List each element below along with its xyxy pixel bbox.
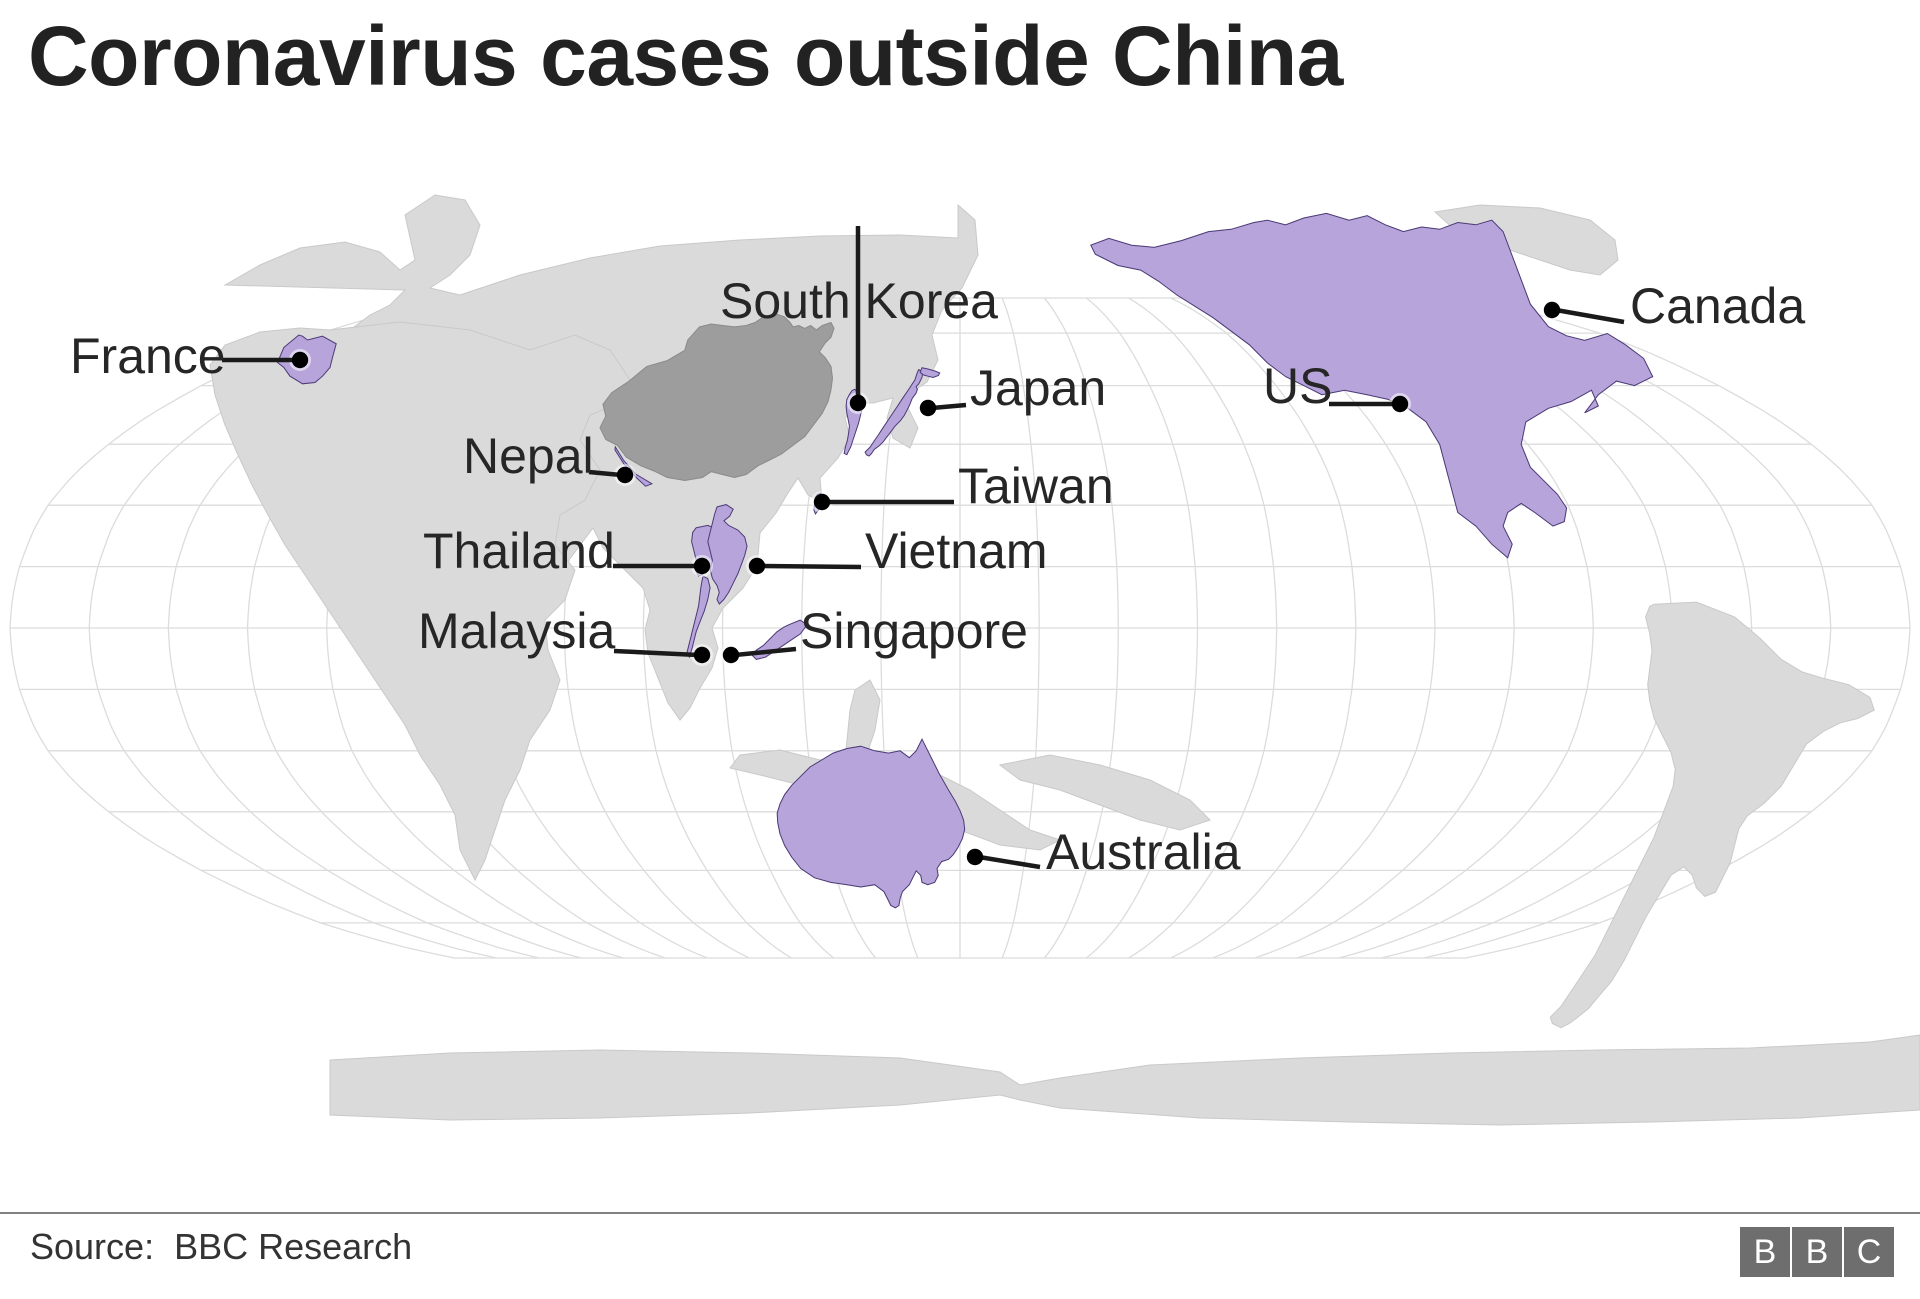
svg-text:Japan: Japan (970, 360, 1106, 416)
svg-text:Taiwan: Taiwan (958, 458, 1114, 514)
svg-text:Malaysia: Malaysia (418, 603, 615, 659)
svg-text:South Korea: South Korea (720, 273, 998, 329)
svg-text:Canada: Canada (1630, 278, 1805, 334)
svg-text:Vietnam: Vietnam (865, 523, 1048, 579)
svg-text:France: France (70, 328, 226, 384)
svg-text:Nepal: Nepal (463, 428, 594, 484)
svg-text:US: US (1263, 358, 1332, 414)
svg-text:Singapore: Singapore (800, 603, 1028, 659)
svg-text:Australia: Australia (1046, 824, 1241, 880)
svg-text:Thailand: Thailand (423, 523, 615, 579)
